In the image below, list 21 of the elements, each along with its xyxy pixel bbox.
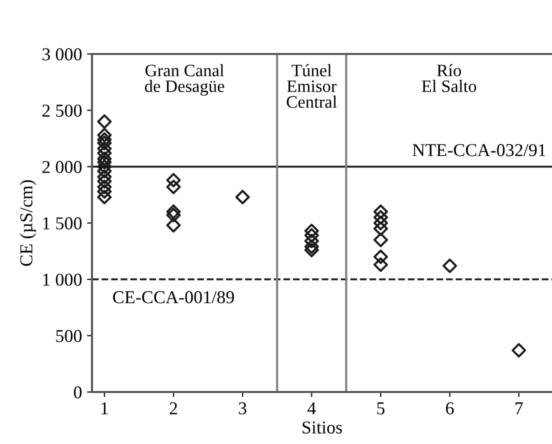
x-tick-label: 2 (170, 402, 178, 414)
x-tick-label: 6 (446, 402, 454, 414)
y-tick-label: 2 500 (42, 104, 82, 117)
y-axis-title: CE (µS/cm) (20, 180, 36, 266)
y-tick-label: 2 000 (42, 160, 82, 174)
y-tick-label: 1 000 (43, 274, 82, 286)
y-tick-label: 0 (74, 386, 82, 398)
x-tick-label: 5 (377, 402, 385, 414)
annotation: Túnel Emisor Central (286, 64, 337, 108)
x-axis-title: Sitios (302, 421, 342, 434)
x-tick-label: 3 (238, 402, 246, 414)
y-tick-label: 500 (56, 330, 82, 342)
y-tick-label: 1 500 (43, 217, 82, 230)
ref-line-label: NTE-CCA-032/91 (412, 144, 546, 156)
x-tick-label: 7 (516, 402, 523, 414)
x-tick-label: 1 (102, 402, 108, 414)
ref-line-label: CE-CCA-001/89 (113, 291, 234, 304)
x-tick-label: 4 (307, 402, 316, 414)
y-tick-label: 3 000 (42, 48, 82, 60)
annotation: Río El Salto (422, 64, 476, 92)
annotation: Gran Canal de Desagüe (144, 64, 224, 96)
